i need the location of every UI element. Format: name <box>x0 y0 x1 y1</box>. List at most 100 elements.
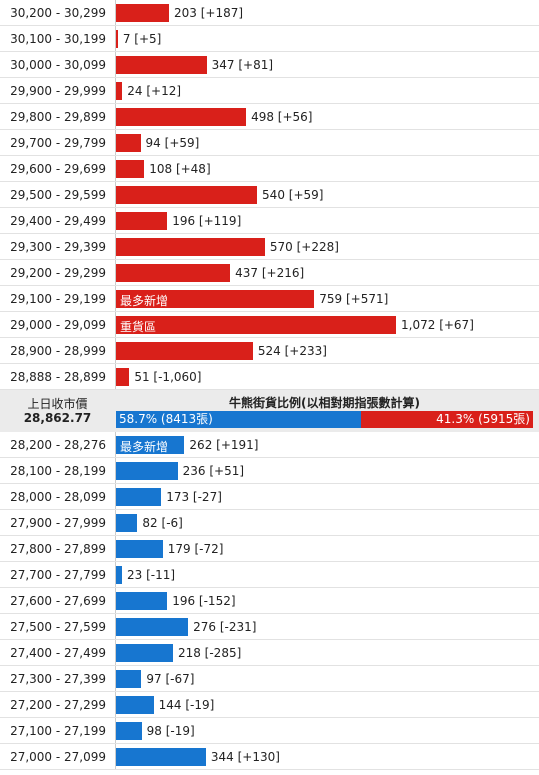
divider <box>115 26 116 51</box>
bar-tag: 最多新增 <box>120 440 169 454</box>
value-label: 498 [+56] <box>251 110 312 124</box>
change: [-19] <box>185 698 215 712</box>
row: 29,700 - 29,799 94 [+59] <box>0 130 539 156</box>
value: 97 <box>146 672 162 686</box>
row: 28,888 - 28,899 51 [-1,060] <box>0 364 539 390</box>
bar <box>116 82 123 100</box>
value: 276 <box>193 620 216 634</box>
change: [+56] <box>277 110 313 124</box>
row: 30,100 - 30,199 7 [+5] <box>0 26 539 52</box>
bar <box>116 212 168 230</box>
range-label: 29,400 - 29,499 <box>10 214 106 228</box>
row: 29,800 - 29,899 498 [+56] <box>0 104 539 130</box>
value-label: 196 [+119] <box>172 214 241 228</box>
value-label: 347 [+81] <box>212 58 273 72</box>
range-label: 29,000 - 29,099 <box>10 318 106 332</box>
row: 27,600 - 27,699 196 [-152] <box>0 588 539 614</box>
range-label: 29,200 - 29,299 <box>10 266 106 280</box>
range-label: 29,900 - 29,999 <box>10 84 106 98</box>
value-label: 51 [-1,060] <box>134 370 201 384</box>
row: 27,500 - 27,599 276 [-231] <box>0 614 539 640</box>
summary-row: 上日收市價 28,862.77 牛熊街貨比例(以相對期指張數計算) 58.7% … <box>0 390 539 432</box>
change: [+130] <box>237 750 280 764</box>
row: 29,600 - 29,699 108 [+48] <box>0 156 539 182</box>
change: [-285] <box>204 646 242 660</box>
range-label: 30,100 - 30,199 <box>10 32 106 46</box>
value: 196 <box>172 214 196 228</box>
row: 27,200 - 27,299 144 [-19] <box>0 692 539 718</box>
row: 27,800 - 27,899 179 [-72] <box>0 536 539 562</box>
value: 23 <box>127 568 143 582</box>
value-label: 108 [+48] <box>149 162 210 176</box>
value-label: 173 [-27] <box>166 490 222 504</box>
bar <box>116 748 206 766</box>
divider <box>115 364 116 389</box>
bar <box>116 540 163 558</box>
range-label: 29,800 - 29,899 <box>10 110 106 124</box>
value: 98 <box>146 724 162 738</box>
value-label: 97 [-67] <box>146 672 194 686</box>
range-label: 28,888 - 28,899 <box>10 370 106 384</box>
range-label: 28,100 - 28,199 <box>10 464 106 478</box>
change: [+5] <box>134 32 162 46</box>
bar <box>116 316 396 334</box>
change: [+233] <box>284 344 327 358</box>
value: 108 <box>149 162 173 176</box>
bar <box>116 368 130 386</box>
divider <box>115 562 116 587</box>
change: [+216] <box>261 266 305 280</box>
divider <box>115 536 116 561</box>
value-label: 540 [+59] <box>262 188 323 202</box>
divider <box>115 234 116 259</box>
row: 28,900 - 28,999 524 [+233] <box>0 338 539 364</box>
divider <box>115 130 116 155</box>
change: [+191] <box>216 438 259 452</box>
divider <box>115 718 116 743</box>
row: 30,000 - 30,099 347 [+81] <box>0 52 539 78</box>
change: [-67] <box>165 672 195 686</box>
range-label: 27,700 - 27,799 <box>10 568 106 582</box>
range-label: 28,200 - 28,276 <box>10 438 106 452</box>
value: 347 <box>211 58 235 72</box>
value: 344 <box>210 750 234 764</box>
value-label: 570 [+228] <box>270 240 339 254</box>
row: 28,200 - 28,276 最多新增 262 [+191] <box>0 432 539 458</box>
bar <box>116 722 142 740</box>
divider <box>115 156 116 181</box>
value: 570 <box>269 240 293 254</box>
change: [-11] <box>146 568 176 582</box>
row: 29,000 - 29,099 重貨區 1,072 [+67] <box>0 312 539 338</box>
value: 437 <box>235 266 259 280</box>
ratio-bar: 41.3% (5915張) <box>360 411 533 428</box>
bar <box>116 488 162 506</box>
bar <box>116 696 154 714</box>
value: 236 <box>182 464 206 478</box>
value: 7 <box>122 32 131 46</box>
range-label: 27,100 - 27,199 <box>10 724 106 738</box>
value-label: 437 [+216] <box>235 266 304 280</box>
range-label: 29,500 - 29,599 <box>10 188 106 202</box>
value-label: 1,072 [+67] <box>401 318 474 332</box>
bar <box>116 462 178 480</box>
value-label: 236 [+51] <box>183 464 244 478</box>
range-label: 29,600 - 29,699 <box>10 162 106 176</box>
value-label: 218 [-285] <box>178 646 241 660</box>
value-label: 203 [+187] <box>174 6 243 20</box>
divider <box>115 510 116 535</box>
ratio-title: 牛熊街貨比例(以相對期指張數計算) <box>229 396 420 410</box>
value: 144 <box>158 698 182 712</box>
change: [+187] <box>200 6 244 20</box>
divider <box>115 312 116 337</box>
value: 179 <box>167 542 191 556</box>
divider <box>115 104 116 129</box>
change: [+571] <box>345 292 389 306</box>
divider <box>115 78 116 103</box>
bar <box>116 30 118 48</box>
divider <box>115 260 116 285</box>
bar <box>116 670 142 688</box>
value: 540 <box>262 188 285 202</box>
value: 196 <box>172 594 196 608</box>
ratio-bar: 58.7% (8413張) <box>116 411 361 428</box>
change: [-19] <box>165 724 195 738</box>
